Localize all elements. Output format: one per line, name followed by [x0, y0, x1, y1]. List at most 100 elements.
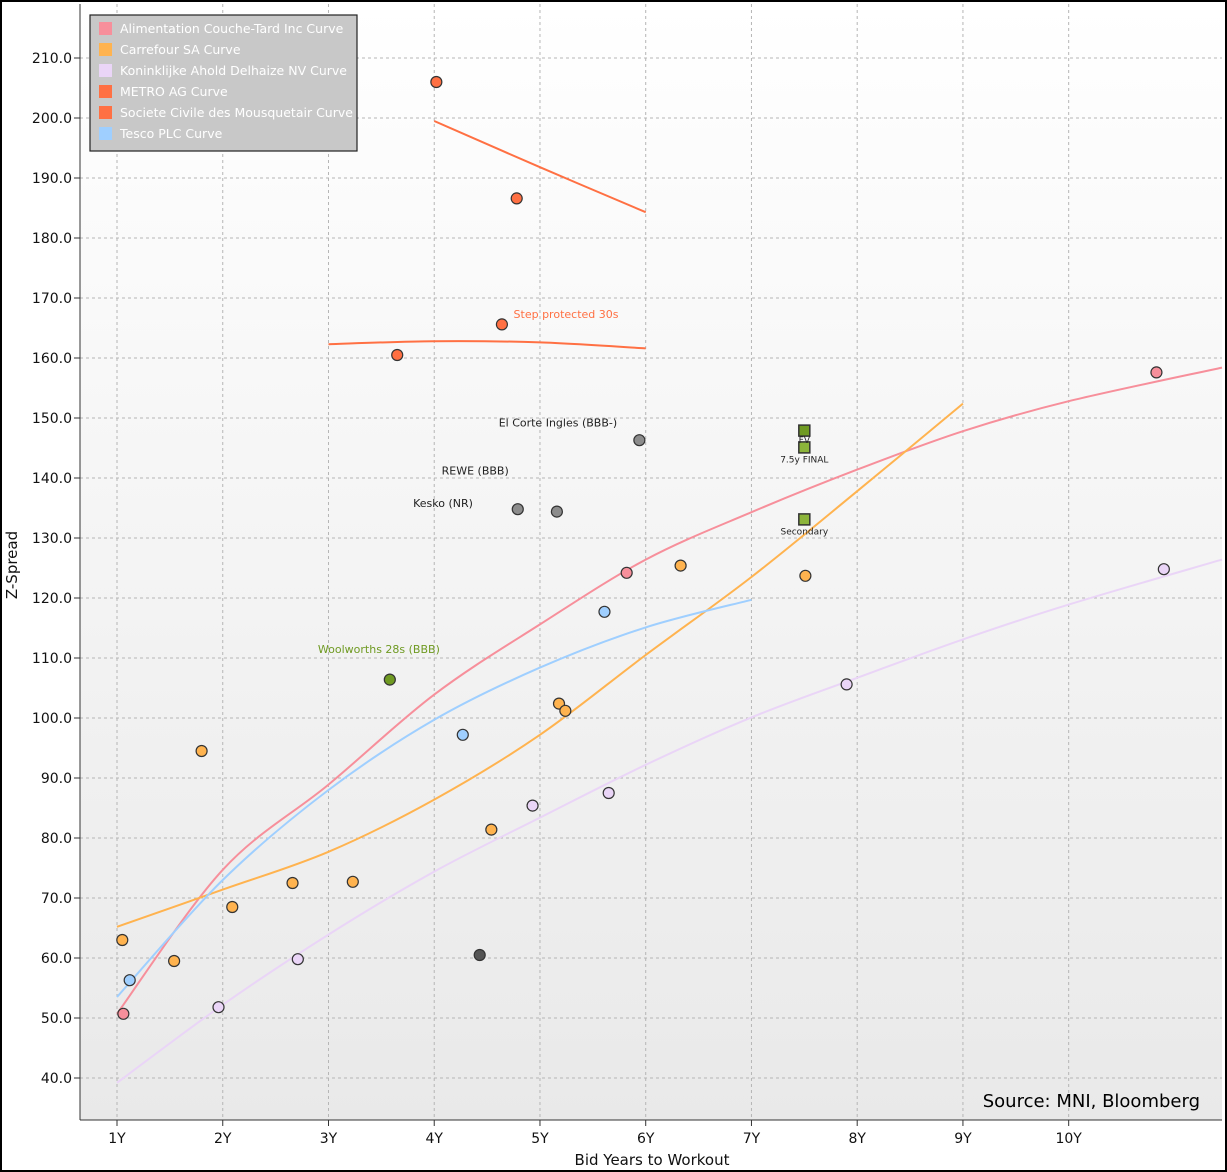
legend-label: Societe Civile des Mousquetair Curve — [120, 105, 353, 120]
y-tick-label: 60.0 — [41, 951, 72, 967]
y-tick-label: 80.0 — [41, 831, 72, 847]
legend-label: Koninklijke Ahold Delhaize NV Curve — [120, 63, 347, 78]
annotation-label: El Corte Ingles (BBB-) — [499, 416, 617, 429]
y-tick-label: 90.0 — [41, 771, 72, 787]
annotation-label: Secondary — [780, 527, 828, 537]
legend-label: METRO AG Curve — [120, 84, 228, 99]
x-tick-label: 3Y — [320, 1131, 338, 1147]
legend-label: Alimentation Couche-Tard Inc Curve — [120, 21, 344, 36]
data-point — [195, 744, 208, 758]
y-tick-label: 200.0 — [32, 111, 72, 127]
legend-swatch — [99, 64, 112, 77]
data-point — [485, 823, 498, 836]
y-tick-label: 210.0 — [32, 51, 72, 67]
data-point — [456, 728, 469, 741]
data-point-square — [798, 513, 811, 526]
y-tick-label: 150.0 — [32, 411, 72, 427]
legend-swatch — [99, 106, 112, 119]
legend-label: Carrefour SA Curve — [120, 42, 241, 57]
data-point — [123, 974, 136, 987]
data-point — [473, 948, 486, 962]
series-curve — [328, 340, 646, 350]
x-axis-label: Bid Years to Workout — [575, 1151, 730, 1169]
data-point-square — [798, 441, 811, 454]
data-point — [168, 954, 181, 968]
y-tick-label: 160.0 — [32, 351, 72, 367]
data-point — [430, 75, 443, 89]
series-curve — [116, 402, 964, 928]
x-tick-label: 7Y — [743, 1131, 761, 1147]
annotation-label: REWE (BBB) — [442, 464, 509, 477]
x-tick-label: 6Y — [637, 1131, 655, 1147]
legend-box — [89, 14, 358, 152]
data-point — [633, 434, 646, 447]
data-point — [495, 318, 509, 331]
series-curve — [116, 366, 1223, 1015]
y-axis-label: Z-Spread — [3, 531, 21, 599]
annotations: Step protected 30s Woolworths 28s (BBB) El… — [318, 308, 829, 656]
y-tick-label: 50.0 — [41, 1011, 72, 1027]
annotation-label: Kesko (NR) — [413, 497, 473, 510]
data-point — [117, 1007, 130, 1020]
data-point — [383, 673, 396, 686]
y-tick-label: 70.0 — [41, 891, 72, 907]
x-tick-label: 1Y — [108, 1131, 126, 1147]
data-point — [674, 559, 687, 572]
data-point — [526, 799, 539, 812]
axes: 1Y 2Y 3Y 4Y 5Y 6Y 7Y 8Y 9Y 10Y 40.0 50.0 60.0 70.0 80.… — [32, 4, 1222, 1147]
legend-swatch — [99, 85, 112, 98]
x-tick-label: 9Y — [954, 1131, 972, 1147]
legend: Alimentation Couche-Tard Inc Curve Carref… — [89, 14, 358, 152]
data-point — [116, 933, 129, 947]
data-point-square — [798, 424, 811, 437]
y-tick-label: 180.0 — [32, 231, 72, 247]
points — [116, 75, 1170, 1020]
data-point — [598, 605, 611, 618]
y-tick-label: 120.0 — [32, 591, 72, 607]
plot-background — [80, 4, 1222, 1120]
data-point — [226, 900, 239, 914]
data-point — [286, 876, 299, 890]
y-tick-label: 190.0 — [32, 171, 72, 187]
data-point — [620, 566, 633, 579]
data-point — [840, 678, 853, 691]
annotation-label: FV — [799, 436, 811, 446]
curves — [116, 120, 1223, 1084]
data-point — [1150, 366, 1163, 379]
x-tick-label: 8Y — [848, 1131, 866, 1147]
annotation-label: 7.5y FINAL — [780, 455, 828, 465]
data-point — [511, 503, 524, 516]
y-tick-label: 140.0 — [32, 471, 72, 487]
y-tick-label: 170.0 — [32, 291, 72, 307]
legend-swatch — [99, 22, 112, 35]
data-point — [291, 953, 304, 966]
series-curve — [433, 120, 647, 214]
data-point — [550, 505, 563, 518]
data-point — [212, 1001, 225, 1014]
series-curve — [116, 558, 1223, 1084]
y-tick-label: 100.0 — [32, 711, 72, 727]
data-point — [391, 348, 404, 362]
data-point — [346, 875, 359, 888]
data-point — [799, 569, 812, 582]
legend-label: Tesco PLC Curve — [119, 126, 223, 141]
gridlines — [80, 4, 1222, 1120]
series-curve — [116, 598, 752, 998]
y-tick-label: 130.0 — [32, 531, 72, 547]
x-tick-label: 4Y — [425, 1131, 443, 1147]
x-tick-label: 5Y — [531, 1131, 549, 1147]
x-tick-label: 10Y — [1055, 1131, 1082, 1147]
data-point — [559, 704, 572, 717]
data-point — [510, 192, 523, 205]
y-tick-label: 40.0 — [41, 1071, 72, 1087]
annotation-label: Step protected 30s — [514, 308, 619, 321]
data-point — [1157, 563, 1170, 576]
data-point — [602, 786, 615, 800]
legend-swatch — [99, 43, 112, 56]
y-tick-label: 110.0 — [32, 651, 72, 667]
annotation-label: Woolworths 28s (BBB) — [318, 643, 440, 656]
legend-swatch — [99, 127, 112, 140]
x-tick-label: 2Y — [214, 1131, 232, 1147]
